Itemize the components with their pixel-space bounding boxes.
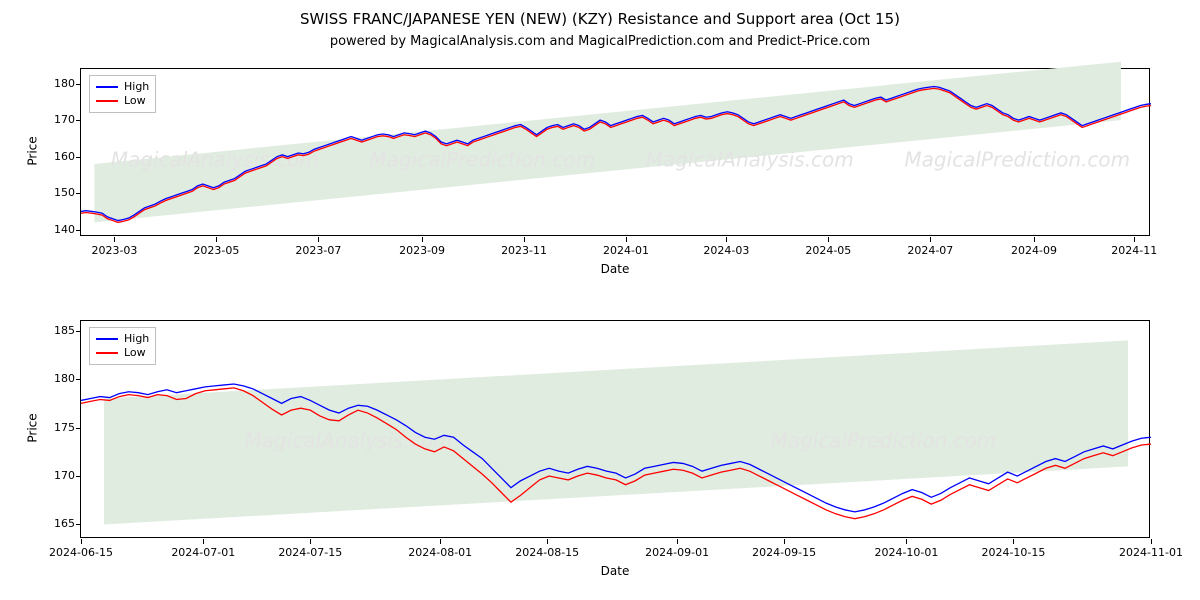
plot-area-bottom: MagicalAnalysis.com MagicalPrediction.com bbox=[81, 321, 1149, 537]
legend-row-low: Low bbox=[96, 346, 149, 360]
x-tick-label: 2024-11 bbox=[1094, 244, 1174, 257]
x-tick-label: 2024-07-15 bbox=[270, 546, 350, 559]
x-tick-label: 2024-10-15 bbox=[973, 546, 1053, 559]
y-tick-label: 180 bbox=[33, 77, 75, 90]
x-tick-label: 2023-05 bbox=[176, 244, 256, 257]
legend-row-low: Low bbox=[96, 94, 149, 108]
x-tick-label: 2024-05 bbox=[788, 244, 868, 257]
legend-bottom: High Low bbox=[89, 327, 156, 365]
legend-top: High Low bbox=[89, 75, 156, 113]
x-tick-label: 2024-01 bbox=[586, 244, 666, 257]
x-tick-label: 2024-08-01 bbox=[400, 546, 480, 559]
y-tick-label: 170 bbox=[33, 113, 75, 126]
legend-label-high: High bbox=[124, 80, 149, 94]
x-tick-label: 2023-03 bbox=[74, 244, 154, 257]
x-axis-label-top: Date bbox=[80, 262, 1150, 276]
y-axis-label-bottom: Price bbox=[26, 413, 40, 442]
legend-label-low: Low bbox=[124, 346, 146, 360]
y-tick-label: 185 bbox=[33, 324, 75, 337]
x-tick-label: 2024-10-01 bbox=[866, 546, 946, 559]
y-axis-label-top: Price bbox=[26, 136, 40, 165]
legend-label-high: High bbox=[124, 332, 149, 346]
svg-text:MagicalAnalysis.com: MagicalAnalysis.com bbox=[111, 147, 319, 171]
x-tick-label: 2024-08-15 bbox=[507, 546, 587, 559]
x-tick-label: 2024-11-01 bbox=[1111, 546, 1191, 559]
svg-text:MagicalPrediction.com: MagicalPrediction.com bbox=[904, 147, 1130, 171]
x-tick-label: 2024-03 bbox=[686, 244, 766, 257]
x-axis-label-bottom: Date bbox=[80, 564, 1150, 578]
x-tick-label: 2023-07 bbox=[278, 244, 358, 257]
chart-panel-bottom: MagicalAnalysis.com MagicalPrediction.com… bbox=[80, 320, 1150, 538]
legend-swatch-high bbox=[96, 86, 118, 88]
x-tick-label: 2024-06-15 bbox=[41, 546, 121, 559]
x-tick-label: 2024-07 bbox=[890, 244, 970, 257]
chart-subtitle: powered by MagicalAnalysis.com and Magic… bbox=[0, 34, 1200, 49]
svg-text:MagicalAnalysis.com: MagicalAnalysis.com bbox=[244, 428, 452, 452]
x-tick-label: 2024-09-15 bbox=[744, 546, 824, 559]
legend-label-low: Low bbox=[124, 94, 146, 108]
x-tick-label: 2024-09-01 bbox=[637, 546, 717, 559]
chart-panel-top: MagicalAnalysis.com MagicalPrediction.com… bbox=[80, 68, 1150, 236]
legend-row-high: High bbox=[96, 332, 149, 346]
chart-title: SWISS FRANC/JAPANESE YEN (NEW) (KZY) Res… bbox=[0, 10, 1200, 28]
x-tick-label: 2024-09 bbox=[994, 244, 1074, 257]
x-tick-label: 2023-11 bbox=[484, 244, 564, 257]
x-tick-label: 2023-09 bbox=[382, 244, 462, 257]
y-tick-label: 170 bbox=[33, 469, 75, 482]
y-tick-label: 140 bbox=[33, 223, 75, 236]
legend-row-high: High bbox=[96, 80, 149, 94]
legend-swatch-high bbox=[96, 338, 118, 340]
plot-area-top: MagicalAnalysis.com MagicalPrediction.com… bbox=[81, 69, 1149, 235]
y-tick-label: 165 bbox=[33, 517, 75, 530]
legend-swatch-low bbox=[96, 100, 118, 102]
y-tick-label: 150 bbox=[33, 186, 75, 199]
legend-swatch-low bbox=[96, 352, 118, 354]
y-tick-label: 180 bbox=[33, 372, 75, 385]
svg-text:MagicalPrediction.com: MagicalPrediction.com bbox=[771, 428, 997, 452]
svg-text:MagicalPrediction.com: MagicalPrediction.com bbox=[369, 147, 595, 171]
x-tick-label: 2024-07-01 bbox=[163, 546, 243, 559]
svg-text:MagicalAnalysis.com: MagicalAnalysis.com bbox=[646, 147, 854, 171]
